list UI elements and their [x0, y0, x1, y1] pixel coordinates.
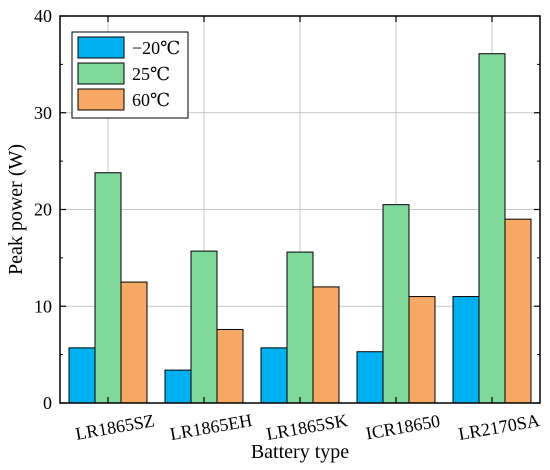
x-tick-label: LR1865EH	[168, 410, 253, 444]
x-tick-labels: LR1865SZ LR1865EH LR1865SK ICR18650 LR2170SA	[74, 410, 541, 444]
x-tick-label: LR1865SZ	[74, 410, 156, 444]
x-axis-title: Battery type	[251, 441, 349, 463]
y-axis-title: Peak power (W)	[5, 144, 27, 275]
bars	[68, 53, 532, 404]
bar	[286, 251, 314, 404]
bar	[164, 369, 192, 404]
y-tick-label: 0	[43, 393, 52, 413]
y-tick-label: 20	[34, 200, 52, 220]
axis-ticks	[60, 15, 540, 404]
bar	[504, 218, 532, 404]
legend-label: −20℃	[132, 38, 180, 58]
x-tick-label: LR2170SA	[457, 410, 541, 444]
bar	[478, 53, 506, 404]
bar	[382, 204, 410, 404]
bar	[216, 328, 244, 404]
bar	[190, 250, 218, 404]
legend-swatch	[77, 88, 125, 111]
bar	[312, 286, 340, 404]
x-tick-label: ICR18650	[364, 411, 441, 444]
y-tick-label: 30	[34, 103, 52, 123]
bar	[356, 351, 384, 404]
bar	[94, 172, 122, 404]
bar	[452, 296, 480, 404]
y-tick-label: 40	[34, 6, 52, 26]
bar	[408, 296, 436, 404]
bar	[260, 347, 288, 404]
legend-label: 60℃	[132, 90, 170, 110]
legend-label: 25℃	[132, 64, 170, 84]
legend: −20℃ 25℃ 60℃	[71, 31, 189, 119]
legend-swatch	[77, 36, 125, 59]
x-tick-label: LR1865SK	[265, 410, 349, 444]
bar	[68, 347, 96, 404]
legend-swatch	[77, 62, 125, 85]
bar	[120, 281, 148, 404]
y-tick-label: 10	[34, 296, 52, 316]
y-tick-labels: 0 10 20 30 40	[34, 6, 52, 413]
